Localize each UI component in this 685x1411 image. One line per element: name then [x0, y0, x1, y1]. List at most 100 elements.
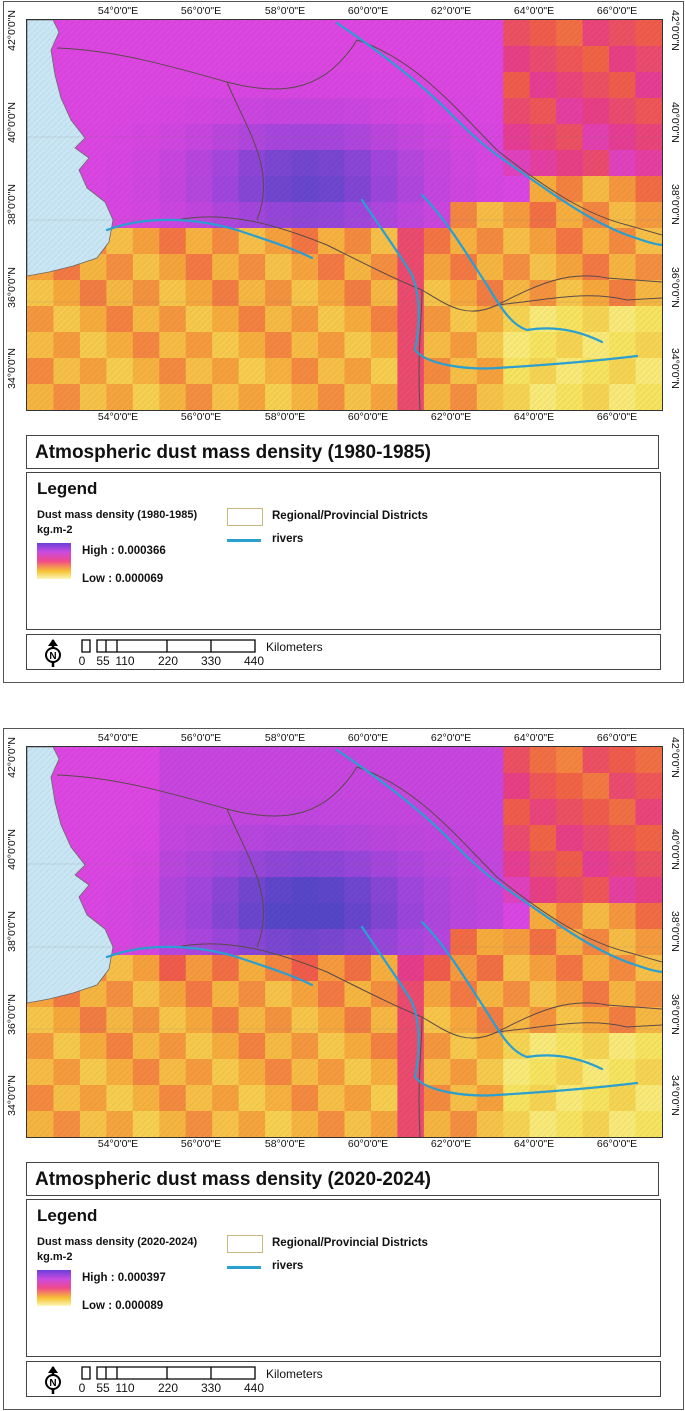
legend-unit: kg.m-2	[37, 524, 73, 536]
lon-tick-top: 62°0'0"E	[430, 732, 472, 744]
lon-tick-bottom: 58°0'0"E	[264, 411, 306, 423]
scale-label: 440	[243, 1381, 265, 1395]
scale-label: 110	[115, 654, 135, 668]
lon-tick-bottom: 62°0'0"E	[430, 411, 472, 423]
color-ramp-swatch	[37, 543, 71, 579]
lon-tick-top: 54°0'0"E	[97, 732, 139, 744]
river-line	[360, 198, 639, 370]
scale-unit: Kilometers	[266, 1367, 323, 1381]
lat-tick-left: 42°0'0"N	[6, 10, 18, 51]
scale-label: 0	[78, 1381, 86, 1395]
scale-label: 330	[200, 654, 222, 668]
lon-tick-top: 58°0'0"E	[264, 732, 306, 744]
district-swatch	[227, 508, 263, 526]
river-line	[105, 218, 314, 260]
scale-bar-graphic	[81, 1366, 256, 1380]
river-line	[420, 193, 604, 344]
district-label: Regional/Provincial Districts	[272, 510, 428, 522]
district-boundary	[418, 1016, 423, 1137]
legend-low-value: Low : 0.000089	[82, 1300, 164, 1312]
district-boundary	[418, 289, 423, 410]
river-line	[335, 21, 662, 247]
river-swatch	[227, 1266, 261, 1269]
lon-tick-top: 62°0'0"E	[430, 5, 472, 17]
lat-tick-left: 36°0'0"N	[6, 267, 18, 308]
scale-unit: Kilometers	[266, 640, 323, 654]
lon-tick-top: 60°0'0"E	[347, 5, 389, 17]
lon-tick-top: 56°0'0"E	[180, 5, 222, 17]
lon-tick-bottom: 56°0'0"E	[180, 1138, 222, 1150]
lat-tick-right: 34°0'0"N	[669, 348, 681, 389]
lon-tick-top: 66°0'0"E	[596, 5, 638, 17]
lon-tick-bottom: 58°0'0"E	[264, 1138, 306, 1150]
lat-tick-right: 42°0'0"N	[669, 737, 681, 778]
lat-tick-left: 34°0'0"N	[6, 1075, 18, 1116]
lat-tick-left: 40°0'0"N	[6, 829, 18, 870]
district-boundary	[496, 295, 662, 306]
lon-tick-top: 66°0'0"E	[596, 732, 638, 744]
lat-tick-right: 40°0'0"N	[669, 102, 681, 143]
lat-tick-right: 38°0'0"N	[669, 184, 681, 225]
lat-tick-right: 36°0'0"N	[669, 994, 681, 1035]
map-panel-1980: 54°0'0"E 56°0'0"E 58°0'0"E 60°0'0"E 62°0…	[3, 1, 684, 683]
scale-label: 55	[96, 654, 110, 668]
river-swatch	[227, 539, 261, 542]
legend-panel: Legend Dust mass density (1980-1985) kg.…	[26, 472, 661, 630]
lon-tick-bottom: 56°0'0"E	[180, 411, 222, 423]
legend-heading: Legend	[37, 479, 98, 498]
north-letter: N	[49, 651, 56, 662]
lat-tick-left: 38°0'0"N	[6, 184, 18, 225]
legend-low-value: Low : 0.000069	[82, 573, 164, 585]
legend-unit: kg.m-2	[37, 1251, 73, 1263]
scale-label: 55	[96, 1381, 110, 1395]
lon-tick-bottom: 66°0'0"E	[596, 411, 638, 423]
hillshade-overlay	[27, 747, 662, 1137]
scale-bar-graphic	[81, 639, 256, 653]
district-swatch	[227, 1235, 263, 1253]
lon-tick-top: 64°0'0"E	[513, 732, 555, 744]
lat-tick-left: 34°0'0"N	[6, 348, 18, 389]
legend-heading: Legend	[37, 1206, 98, 1225]
lon-tick-bottom: 62°0'0"E	[430, 1138, 472, 1150]
lat-tick-left: 42°0'0"N	[6, 737, 18, 778]
district-label: Regional/Provincial Districts	[272, 1237, 428, 1249]
river-line	[360, 925, 639, 1097]
lon-tick-top: 54°0'0"E	[97, 5, 139, 17]
color-ramp-swatch	[37, 1270, 71, 1306]
scale-bar-panel: N Kilometers 0 55 110 220 330 440	[26, 634, 661, 670]
lat-tick-right: 34°0'0"N	[669, 1075, 681, 1116]
district-boundary	[56, 766, 358, 817]
lon-tick-top: 60°0'0"E	[347, 732, 389, 744]
legend-panel: Legend Dust mass density (2020-2024) kg.…	[26, 1199, 661, 1357]
lat-tick-left: 40°0'0"N	[6, 102, 18, 143]
scale-label: 110	[115, 1381, 135, 1395]
lon-tick-bottom: 64°0'0"E	[513, 411, 555, 423]
scale-bar-panel: N Kilometers 0 55 110 220 330 440	[26, 1361, 661, 1397]
legend-layer-name: Dust mass density (1980-1985)	[37, 509, 198, 521]
north-letter: N	[49, 1378, 56, 1389]
river-label: rivers	[272, 1260, 304, 1272]
dust-raster-2020	[27, 747, 662, 1137]
dust-map-1980	[26, 19, 663, 411]
lat-tick-right: 40°0'0"N	[669, 829, 681, 870]
lon-tick-bottom: 64°0'0"E	[513, 1138, 555, 1150]
lat-tick-right: 36°0'0"N	[669, 267, 681, 308]
scale-label: 330	[200, 1381, 222, 1395]
map-panel-2020: 54°0'0"E 56°0'0"E 58°0'0"E 60°0'0"E 62°0…	[3, 728, 684, 1410]
district-boundary	[496, 1022, 662, 1033]
district-boundary	[356, 766, 662, 963]
scale-label: 0	[78, 654, 86, 668]
lon-tick-bottom: 54°0'0"E	[97, 411, 139, 423]
scale-label: 220	[157, 654, 179, 668]
legend-layer-name: Dust mass density (2020-2024)	[37, 1236, 198, 1248]
lon-tick-bottom: 54°0'0"E	[97, 1138, 139, 1150]
river-line	[335, 748, 662, 974]
lat-tick-left: 36°0'0"N	[6, 994, 18, 1035]
district-boundary	[226, 81, 265, 221]
hillshade-overlay	[27, 20, 662, 410]
lon-tick-top: 64°0'0"E	[513, 5, 555, 17]
district-boundary	[176, 943, 662, 1039]
lon-tick-top: 56°0'0"E	[180, 732, 222, 744]
legend-high-value: High : 0.000366	[82, 545, 166, 557]
district-boundary	[176, 216, 662, 312]
